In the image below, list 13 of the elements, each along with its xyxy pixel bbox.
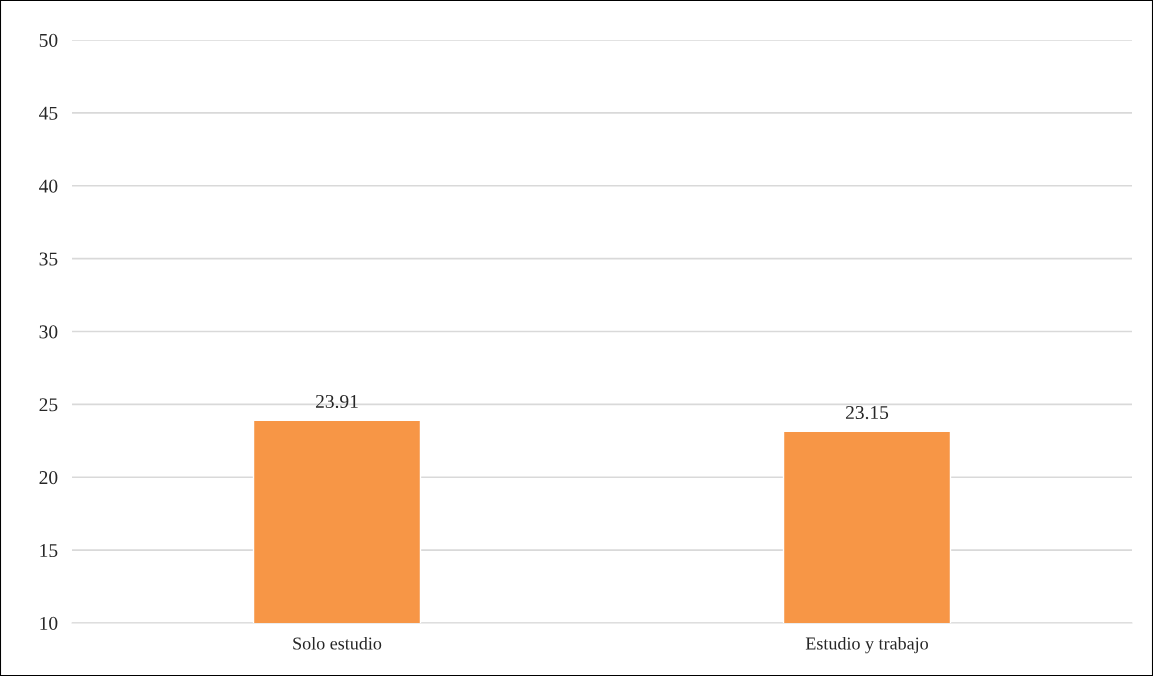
y-tick-label: 50 (39, 33, 58, 47)
y-tick-label: 35 (39, 252, 58, 266)
x-tick-label: Solo estudio (293, 636, 382, 650)
data-label: 23.91 (315, 394, 358, 409)
y-tick-label: 10 (40, 616, 58, 630)
y-tick-label: 25 (39, 398, 58, 412)
y-tick-label: 40 (39, 179, 58, 193)
y-tick-label: 45 (39, 106, 58, 120)
y-tick-label: 30 (39, 325, 58, 339)
data-label: 23.15 (845, 405, 889, 420)
x-tick-label: Estudio y trabajo (805, 636, 928, 654)
y-tick-label: 20 (39, 471, 58, 485)
y-tick-label: 15 (40, 544, 58, 558)
